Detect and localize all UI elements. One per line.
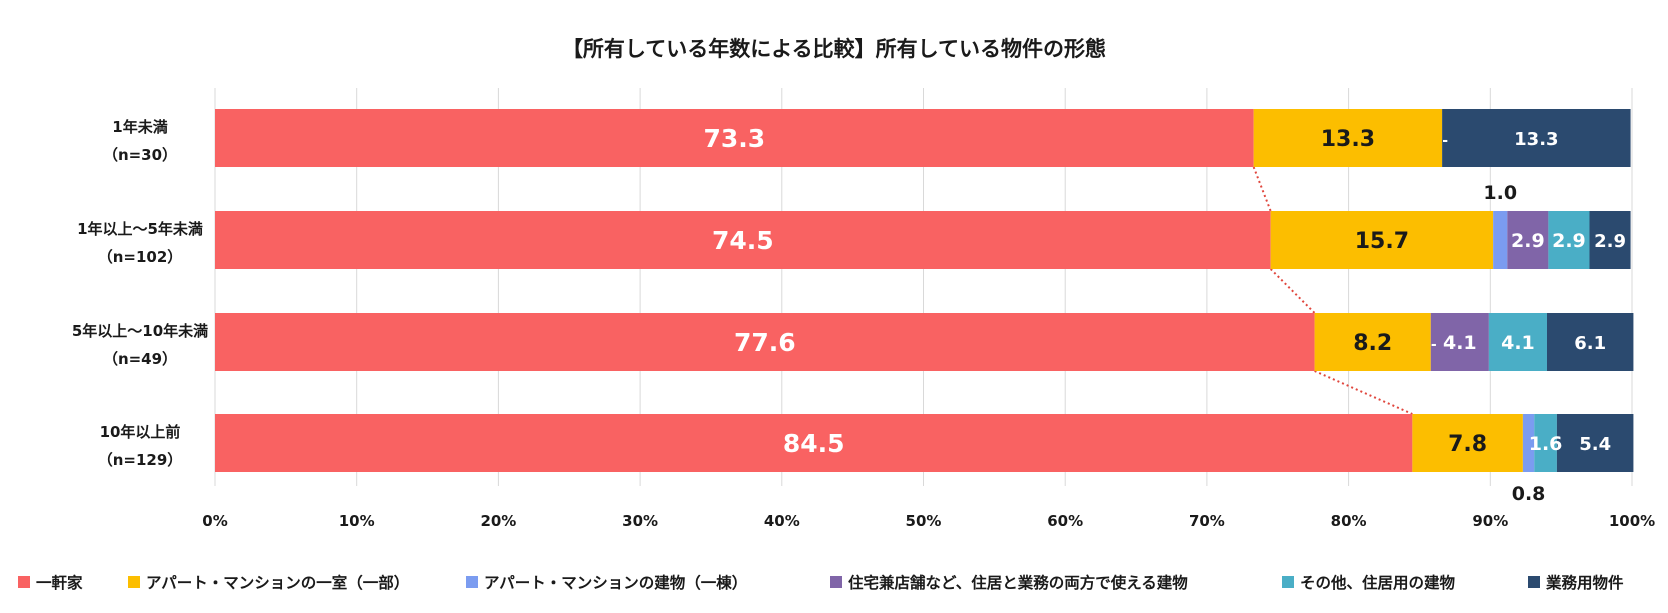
- data-label: 1.0: [1483, 182, 1517, 204]
- legend-label: アパート・マンションの建物（一棟）: [484, 573, 747, 592]
- x-tick-label: 50%: [906, 512, 942, 530]
- legend-label: 一軒家: [36, 573, 83, 592]
- x-tick-label: 90%: [1472, 512, 1508, 530]
- connector-line: [1269, 268, 1316, 314]
- x-tick-label: 40%: [764, 512, 800, 530]
- legend-label: アパート・マンションの一室（一部）: [146, 573, 409, 592]
- category-label: 5年以上～10年未満: [72, 322, 208, 340]
- x-axis-ticks: 0% 10% 20% 30% 40% 50% 60% 70% 80% 90% 100%: [202, 512, 1655, 530]
- data-label: 6.1: [1574, 333, 1606, 354]
- category-n-label: （n=49）: [103, 350, 177, 368]
- data-label: 5.4: [1579, 434, 1611, 455]
- legend-swatch: [128, 576, 140, 588]
- data-label: 4.1: [1501, 332, 1535, 354]
- bar-segment: [1488, 313, 1547, 371]
- connector-lines: [1252, 166, 1413, 415]
- x-tick-label: 60%: [1047, 512, 1083, 530]
- bar-segment: [1493, 211, 1508, 269]
- bar-segment: [1270, 211, 1494, 269]
- legend-swatch: [1528, 576, 1540, 588]
- data-label: 84.5: [783, 429, 845, 458]
- data-label: 77.6: [734, 328, 796, 357]
- data-label: 74.5: [712, 226, 774, 255]
- x-tick-label: 20%: [480, 512, 516, 530]
- chart-title: 【所有している年数による比較】所有している物件の形態: [562, 37, 1106, 61]
- x-tick-label: 100%: [1609, 512, 1655, 530]
- legend-swatch: [1282, 576, 1294, 588]
- data-label: 2.9: [1511, 230, 1545, 252]
- bar-segment: [215, 414, 1413, 472]
- category-n-label: （n=129）: [98, 451, 183, 469]
- bar-segment: [1556, 414, 1634, 472]
- data-label: 15.7: [1355, 229, 1409, 254]
- category-label: 10年以上前: [100, 423, 181, 441]
- bar-segment: [1589, 211, 1631, 269]
- legend-label: 業務用物件: [1545, 573, 1624, 592]
- data-label: 13.3: [1321, 127, 1375, 152]
- bar-segment: [1507, 211, 1549, 269]
- legend-label: その他、住居用の建物: [1300, 573, 1456, 592]
- bars: [215, 109, 1634, 472]
- legend: 一軒家 アパート・マンションの一室（一部） アパート・マンションの建物（一棟） 住宅兼…: [18, 573, 1624, 592]
- data-label: 2.9: [1594, 231, 1626, 252]
- x-tick-label: 10%: [339, 512, 375, 530]
- connector-line: [1314, 370, 1413, 415]
- category-n-label: （n=102）: [98, 248, 183, 266]
- bar-segment: [215, 109, 1254, 167]
- x-tick-label: 70%: [1189, 512, 1225, 530]
- x-tick-label: 30%: [622, 512, 658, 530]
- category-labels: 1年未満 （n=30） 1年以上～5年未満 （n=102） 5年以上～10年未満 （n=4…: [72, 118, 208, 469]
- legend-label: 住宅兼店舗など、住居と業務の両方で使える建物: [848, 573, 1188, 592]
- data-label: 8.2: [1353, 331, 1392, 356]
- bar-segment: [1430, 313, 1489, 371]
- connector-line: [1252, 166, 1272, 212]
- legend-swatch: [466, 576, 478, 588]
- bar-segment: [1522, 414, 1535, 472]
- bar-segment: [1412, 414, 1523, 472]
- bar-segment: [215, 313, 1315, 371]
- x-tick-label: 80%: [1331, 512, 1367, 530]
- legend-swatch: [830, 576, 842, 588]
- bar-segment: [1534, 414, 1557, 472]
- data-label: 2.9: [1552, 230, 1586, 252]
- category-label: 1年未満: [112, 118, 167, 136]
- data-label: 4.1: [1443, 332, 1477, 354]
- data-label: -: [1431, 337, 1437, 353]
- bar-segment: [1253, 109, 1443, 167]
- data-label: 73.3: [703, 124, 765, 153]
- segment-labels: 73.3 13.3 - 13.3 74.5 15.7 1.0 2.9 2.9 2.9 77.6 8.2…: [703, 124, 1625, 505]
- bar-segment: [1442, 109, 1631, 167]
- data-label: 7.8: [1448, 432, 1487, 457]
- data-label: 0.8: [1512, 483, 1546, 505]
- bar-segment: [1548, 211, 1590, 269]
- category-n-label: （n=30）: [103, 146, 177, 164]
- x-tick-label: 0%: [202, 512, 227, 530]
- data-label: 13.3: [1514, 129, 1558, 150]
- bar-segment: [1546, 313, 1634, 371]
- bar-segment: [215, 211, 1271, 269]
- data-label: 1.6: [1529, 433, 1563, 455]
- category-label: 1年以上～5年未満: [77, 220, 203, 238]
- data-label: -: [1442, 133, 1448, 149]
- bar-segment: [1314, 313, 1431, 371]
- legend-swatch: [18, 576, 30, 588]
